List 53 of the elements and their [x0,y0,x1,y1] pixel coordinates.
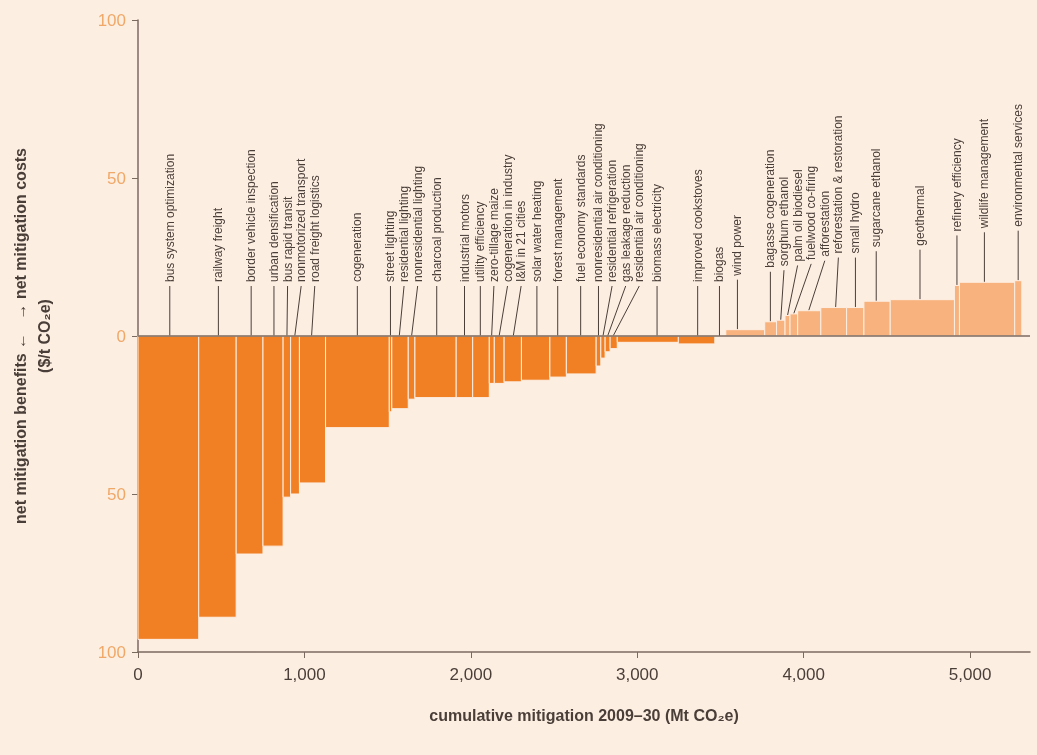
annotation: biogas [712,246,727,282]
x-tick-label: 4,000 [782,665,825,684]
x-tick-label: 3,000 [615,665,659,684]
annotation: gas leakage reduction [618,164,633,282]
annotation: fuelwood co-firing [804,165,819,260]
y-tick-label: 50 [107,484,126,504]
annotation: residential air conditioning [632,143,647,282]
annotation: border vehicle inspection [244,149,259,282]
annotation: biomass electricity [650,183,665,282]
annotation: wind power [730,214,745,277]
annotation: refinery efficiency [949,138,964,232]
x-tick-label: 1,000 [283,665,326,684]
annotation: nonmotorized transport [294,157,309,282]
annotation: wildlife management [977,118,992,230]
annotation: bus rapid transit [280,195,295,282]
y-tick-label: 100 [97,642,126,662]
y-tick-label: 50 [107,168,126,188]
annotation: sugarcane ethanol [869,148,884,248]
annotation: palm oil biodiesel [790,169,805,262]
y-axis-title: net mitigation benefits ← → net mitigation costs ($/t CO₂e) [11,147,53,525]
annotation: improved cookstoves [690,169,705,282]
annotation: fuel economy standards [573,154,588,282]
annotation: forest management [550,177,565,282]
annotation: bus system optimization [162,153,177,282]
annotation: bagasse cogeneration [763,149,778,268]
annotation: sorghum ethanol [776,176,791,267]
annotation: I&M in 21 cities [514,200,529,282]
annotation: utility efficiency [473,201,488,282]
annotation: cogeneration in industry [500,154,515,282]
annotation: residential refrigeration [605,159,620,282]
annotation: cogeneration [350,212,365,282]
annotation: urban densification [266,181,281,282]
annotation: road freight logistics [307,175,322,282]
annotation: street lighting [383,210,398,282]
x-axis-title: cumulative mitigation 2009–30 (Mt CO₂e) [429,706,739,724]
x-tick-label: 2,000 [449,665,493,684]
y-tick-label: 100 [97,10,126,30]
annotation: industrial motors [457,193,472,282]
annotation: nonresidential lighting [410,165,425,282]
annotation: reforestation & restoration [831,115,846,254]
y-tick-label: 0 [116,326,126,346]
annotation: nonresidential air conditioning [591,123,606,282]
annotation: charcoal production [429,177,444,282]
annotation: residential lighting [397,185,412,282]
annotation: zero-tillage maize [486,187,501,282]
annotation: small hydro [848,191,863,254]
annotation: solar water heating [529,180,544,282]
annotation: environmental services [1011,103,1026,227]
x-tick-label: 0 [133,665,143,684]
annotation: afforestation [817,190,832,257]
annotation: geothermal [913,185,927,246]
annotation: railway freight [211,207,226,282]
x-tick-label: 5,000 [948,665,992,684]
